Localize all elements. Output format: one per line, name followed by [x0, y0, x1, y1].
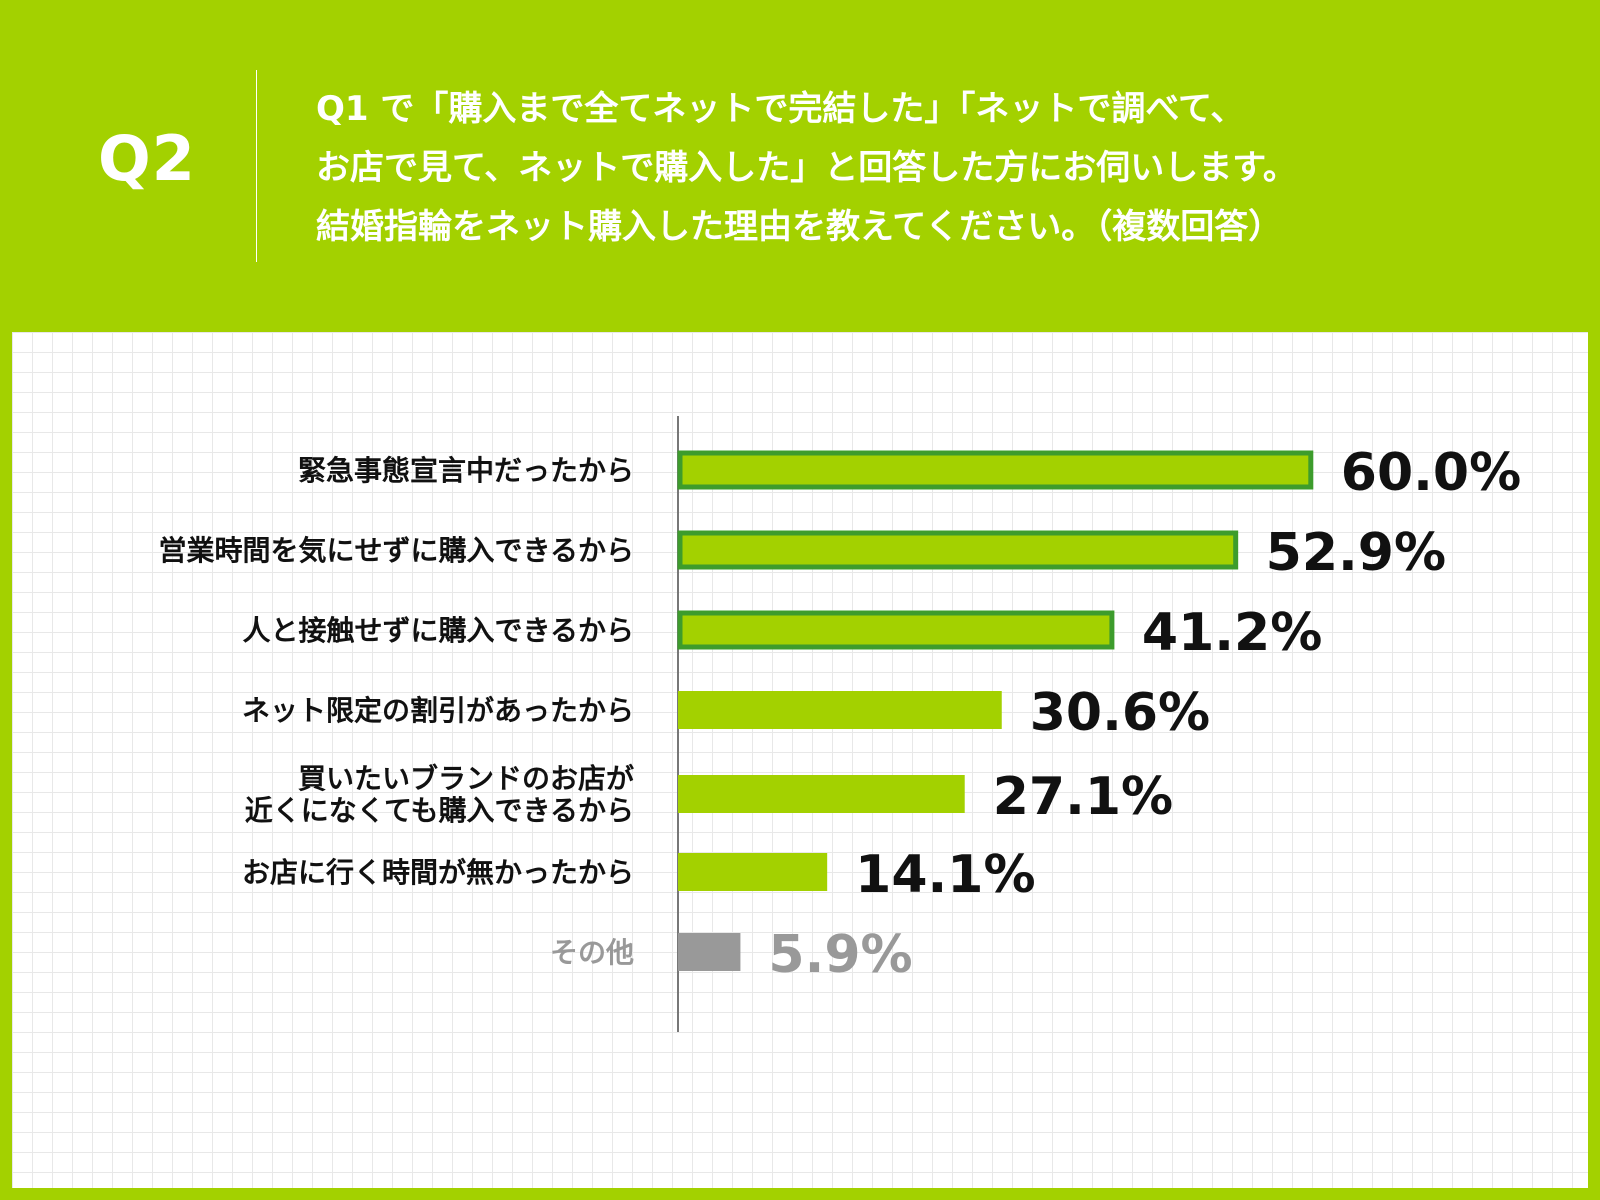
bar-chart: 緊急事態宣言中だったから 60.0% 営業時間を気にせずに購入できるから 52.9% 人…: [159, 416, 1521, 1032]
question-line: 結婚指輪をネット購入した理由を教えてください。（複数回答）: [316, 207, 1283, 247]
value-label: 14.1%: [855, 845, 1035, 905]
bar: [678, 853, 828, 891]
category-label-line: その他: [550, 936, 634, 969]
value-label: 52.9%: [1266, 523, 1446, 583]
question-number: Q2: [98, 122, 196, 195]
bar: [677, 610, 1115, 650]
chart-panel: 緊急事態宣言中だったから 60.0% 営業時間を気にせずに購入できるから 52.9% 人…: [12, 332, 1588, 1188]
value-label: 27.1%: [993, 767, 1173, 827]
category-label-line: 緊急事態宣言中だったから: [298, 454, 634, 487]
bar: [678, 933, 741, 971]
category-label: ネット限定の割引があったから: [242, 694, 634, 727]
category-label-line: 営業時間を気にせずに購入できるから: [159, 534, 634, 567]
bar: [678, 775, 965, 813]
bar: [678, 691, 1002, 729]
question-line: お店で見て、ネットで購入した」と回答した方にお伺いします。: [316, 148, 1297, 188]
category-label-line: お店に行く時間が無かったから: [242, 856, 634, 889]
value-label: 41.2%: [1142, 603, 1322, 663]
bar: [677, 530, 1239, 570]
category-label-line: 人と接触せずに購入できるから: [243, 614, 634, 647]
category-label-line: ネット限定の割引があったから: [242, 694, 634, 727]
category-label-line: 近くになくても購入できるから: [245, 794, 634, 827]
bar: [677, 450, 1314, 490]
value-label: 30.6%: [1030, 683, 1210, 743]
category-label: 人と接触せずに購入できるから: [243, 614, 634, 647]
category-label: 買いたいブランドのお店が近くになくても購入できるから: [245, 762, 634, 827]
category-label: 営業時間を気にせずに購入できるから: [159, 534, 634, 567]
category-label: 緊急事態宣言中だったから: [298, 454, 634, 487]
category-label: その他: [550, 936, 634, 969]
category-label: お店に行く時間が無かったから: [242, 856, 634, 889]
header-divider: [256, 70, 257, 262]
question-text: Q1 で「購入まで全てネットで完結した」「ネットで調べて、 お店で見て、ネットで…: [316, 80, 1576, 257]
value-label: 5.9%: [768, 925, 912, 985]
value-label: 60.0%: [1341, 443, 1521, 503]
category-label-line: 買いたいブランドのお店が: [298, 762, 634, 795]
question-line: Q1 で「購入まで全てネットで完結した」「ネットで調べて、: [316, 89, 1245, 129]
question-header: Q2 Q1 で「購入まで全てネットで完結した」「ネットで調べて、 お店で見て、ネ…: [0, 0, 1600, 332]
